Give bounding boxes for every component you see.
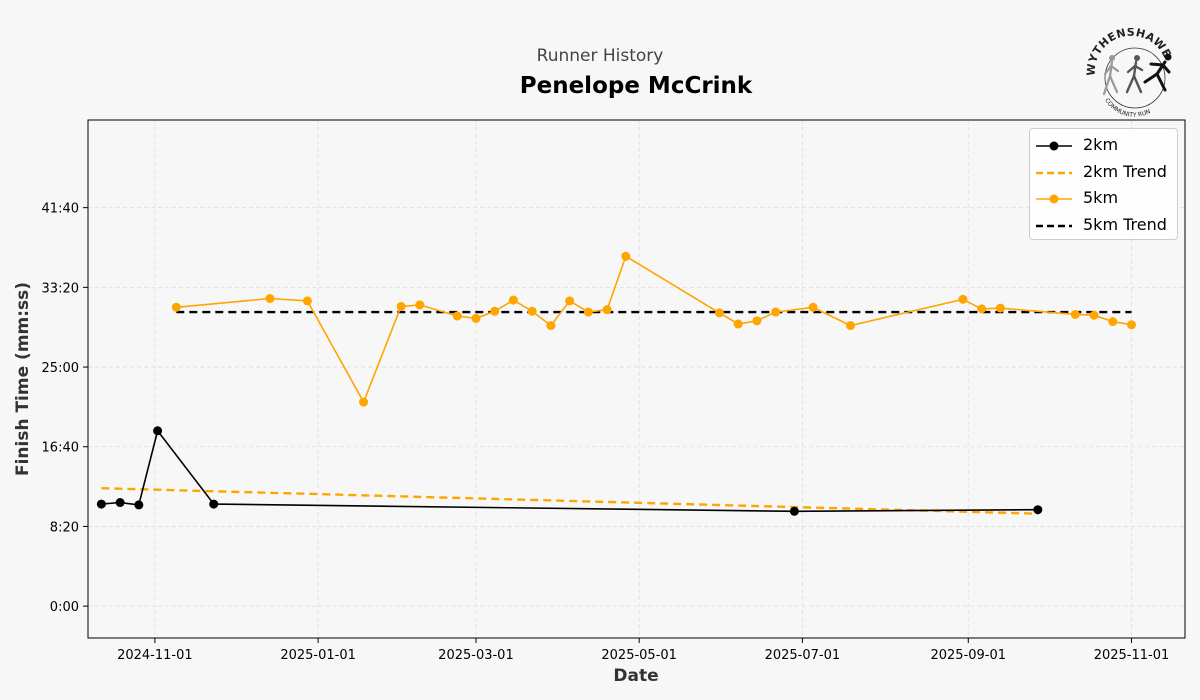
data-point-5km bbox=[1126, 320, 1136, 330]
data-point-5km bbox=[471, 313, 481, 323]
x-axis-ticks: 2024-11-01 2025-01-01 2025-03-01 2025-05-01… bbox=[117, 638, 1169, 663]
data-point-2km bbox=[96, 499, 106, 509]
y-tick-label: 41:40 bbox=[42, 202, 79, 217]
y-axis-label: Finish Time (mm:ss) bbox=[13, 282, 33, 476]
data-point-5km bbox=[1108, 317, 1118, 327]
legend-item-2km-trend: 2km Trend bbox=[1030, 158, 1177, 184]
series-2km bbox=[96, 426, 1043, 516]
data-point-5km bbox=[265, 294, 275, 304]
x-tick-label: 2025-01-01 bbox=[280, 648, 356, 663]
data-point-5km bbox=[1070, 309, 1080, 319]
x-tick-label: 2025-11-01 bbox=[1094, 648, 1170, 663]
data-point-5km bbox=[527, 306, 537, 316]
y-tick-label: 0:00 bbox=[50, 600, 79, 615]
data-point-2km bbox=[115, 498, 125, 508]
data-point-5km bbox=[621, 251, 631, 261]
legend-item-2km: 2km bbox=[1030, 131, 1177, 157]
series-5km bbox=[171, 251, 1136, 407]
data-point-5km bbox=[752, 316, 762, 326]
chart-legend: 2km 2km Trend 5km 5km Trend bbox=[1029, 128, 1178, 240]
data-point-2km bbox=[153, 426, 163, 436]
plot-area-frame bbox=[87, 119, 1186, 639]
data-point-5km bbox=[415, 300, 425, 310]
x-tick-label: 2025-03-01 bbox=[438, 648, 514, 663]
legend-swatch-5km bbox=[1036, 194, 1072, 204]
chart-title: Penelope McCrink bbox=[519, 73, 753, 99]
data-point-5km bbox=[359, 397, 369, 407]
x-tick-label: 2025-09-01 bbox=[930, 648, 1006, 663]
data-point-5km bbox=[1089, 310, 1099, 320]
series-2km-trend bbox=[101, 487, 1038, 515]
legend-item-5km-trend: 5km Trend bbox=[1030, 211, 1177, 237]
x-axis-label: Date bbox=[613, 666, 658, 686]
y-axis-ticks: 0:00 8:20 16:40 25:00 33:20 41:40 bbox=[42, 202, 88, 615]
data-point-5km bbox=[602, 305, 612, 315]
legend-label: 5km Trend bbox=[1083, 214, 1167, 234]
series-line-2km-trend bbox=[101, 487, 1038, 515]
y-tick-label: 33:20 bbox=[42, 281, 79, 296]
legend-label: 2km bbox=[1083, 135, 1119, 154]
chart-supertitle: Runner History bbox=[536, 46, 664, 66]
series-line-2km bbox=[101, 429, 1038, 513]
series-line-5km bbox=[176, 255, 1132, 404]
data-point-5km bbox=[771, 307, 781, 317]
data-point-5km bbox=[452, 311, 462, 321]
data-point-5km bbox=[733, 319, 743, 329]
data-point-5km bbox=[583, 307, 593, 317]
y-tick-label: 16:40 bbox=[42, 441, 79, 456]
data-point-5km bbox=[995, 303, 1005, 313]
data-point-2km bbox=[1033, 505, 1043, 515]
legend-label: 5km bbox=[1083, 188, 1119, 207]
x-tick-label: 2025-07-01 bbox=[765, 648, 841, 663]
legend-item-5km: 5km bbox=[1030, 184, 1177, 210]
data-point-5km bbox=[977, 304, 987, 314]
data-point-5km bbox=[490, 306, 500, 316]
series-layer bbox=[96, 251, 1136, 516]
data-point-5km bbox=[396, 301, 406, 311]
data-point-5km bbox=[565, 296, 575, 306]
legend-label: 2km Trend bbox=[1083, 161, 1167, 181]
data-point-5km bbox=[171, 302, 181, 312]
data-point-2km bbox=[134, 500, 144, 510]
data-point-5km bbox=[958, 294, 968, 304]
y-tick-label: 25:00 bbox=[42, 361, 79, 376]
legend-swatch-2km bbox=[1036, 141, 1072, 151]
data-point-5km bbox=[846, 321, 856, 331]
legend-swatch-2km-trend bbox=[1036, 171, 1072, 174]
x-tick-label: 2024-11-01 bbox=[117, 648, 193, 663]
legend-swatch-5km-trend bbox=[1036, 224, 1072, 227]
data-point-2km bbox=[209, 499, 219, 509]
data-point-5km bbox=[714, 308, 724, 318]
wythenshawe-runners-logo: WYTHENSHAWE COMMUNITY RUN bbox=[1085, 28, 1173, 119]
data-point-5km bbox=[508, 295, 518, 305]
y-tick-label: 8:20 bbox=[50, 520, 79, 535]
gridlines bbox=[88, 120, 1185, 638]
x-tick-label: 2025-05-01 bbox=[601, 648, 677, 663]
data-point-5km bbox=[546, 321, 556, 331]
data-point-5km bbox=[302, 296, 312, 306]
data-point-2km bbox=[789, 506, 799, 516]
data-point-5km bbox=[808, 302, 818, 312]
